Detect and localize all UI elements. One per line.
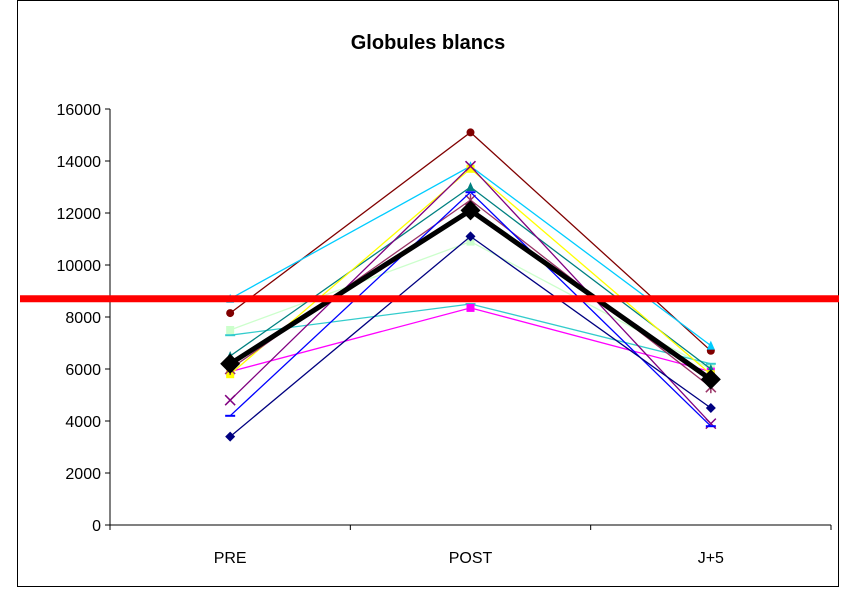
marker-diamond — [700, 369, 721, 390]
marker-x — [464, 160, 477, 172]
marker-triangle — [466, 182, 475, 191]
marker-x — [224, 394, 236, 406]
y-tick-label: 14000 — [57, 154, 102, 171]
y-tick-label: 12000 — [57, 206, 102, 223]
marker-circle — [466, 128, 475, 137]
y-tick-label: 0 — [92, 518, 101, 535]
marker-circle — [226, 309, 235, 318]
y-tick-label: 2000 — [65, 466, 101, 483]
series-layer — [220, 128, 721, 442]
chart-title: Globules blancs — [351, 32, 505, 54]
y-tick-label: 4000 — [65, 414, 101, 431]
series-line — [225, 231, 716, 442]
marker-diamond — [460, 200, 481, 221]
series-mean — [220, 200, 721, 390]
x-tick-label: J+5 — [698, 550, 724, 567]
marker-triangle — [706, 340, 715, 350]
series-line — [225, 191, 716, 428]
x-tick-label: POST — [449, 550, 493, 567]
marker-diamond — [225, 431, 236, 442]
x-tick-label: PRE — [214, 550, 247, 567]
marker-diamond — [465, 231, 476, 242]
marker-square — [466, 303, 475, 312]
y-tick-label: 6000 — [65, 362, 101, 379]
y-tick-label: 10000 — [57, 258, 102, 275]
y-tick-label: 16000 — [57, 102, 102, 119]
chart-frame — [17, 0, 839, 587]
series-polyline — [229, 199, 712, 388]
marker-diamond — [220, 353, 241, 374]
marker-square — [466, 237, 475, 246]
marker-square — [466, 164, 475, 173]
axes: 0 2000 4000 6000 8000 10000 12000 14000 16000 PRE… — [57, 102, 832, 567]
y-tick-label: 8000 — [65, 310, 101, 327]
marker-square — [226, 326, 235, 334]
marker-diamond — [705, 403, 716, 413]
series-polyline — [229, 235, 712, 438]
